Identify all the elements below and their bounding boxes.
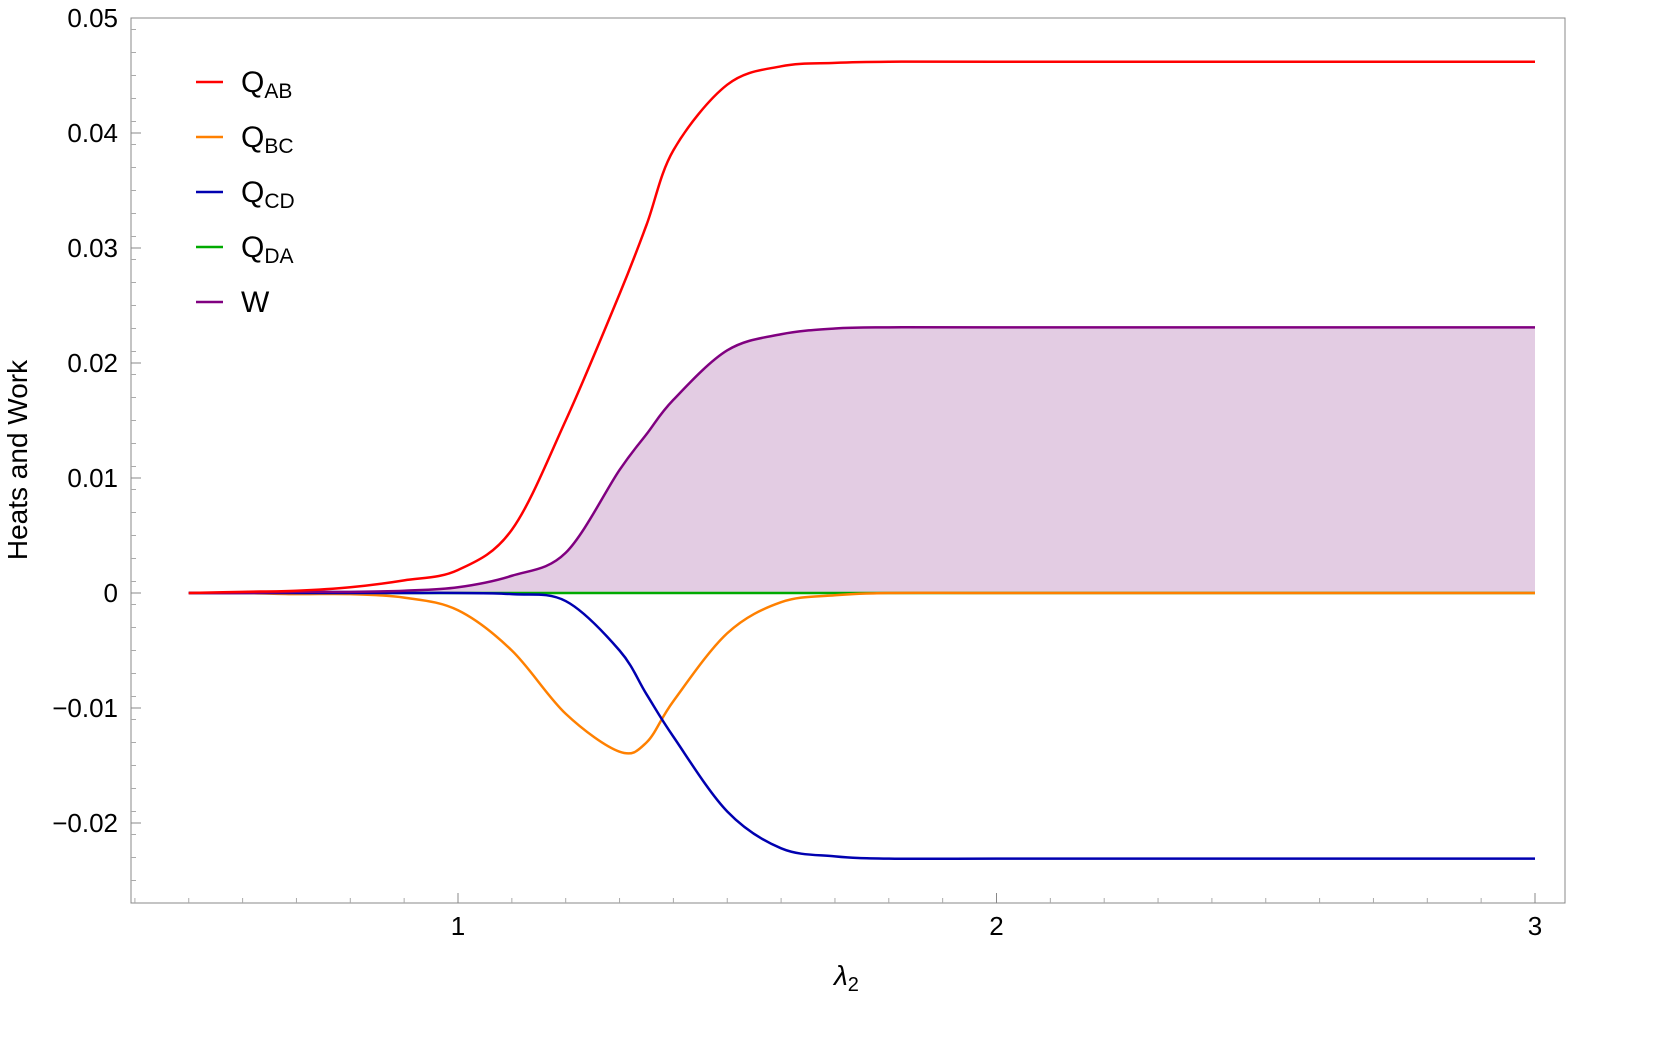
legend-entry: QCD [241, 176, 295, 213]
series-qbc-line [188, 591, 1535, 755]
legend-entry-name: Q [241, 176, 264, 209]
y-tick-label: 0.05 [67, 3, 118, 33]
y-tick-label: 0.03 [67, 233, 118, 263]
series-w-fill [188, 327, 1535, 594]
y-tick-label: 0.01 [67, 463, 118, 493]
x-tick-label: 2 [989, 911, 1003, 941]
y-tick-label: −0.02 [52, 808, 118, 838]
legend-entry-name: Q [241, 231, 264, 264]
series-w-line [188, 326, 1535, 595]
legend-entry-sub: BC [264, 135, 293, 158]
legend-entry: W [241, 286, 270, 319]
x-axis-label: λ2 [832, 960, 859, 996]
y-tick-label: −0.01 [52, 693, 118, 723]
legend-entry-name: W [241, 286, 270, 319]
plot-frame [130, 17, 1566, 904]
y-tick-label: 0.04 [67, 118, 118, 148]
legend-entry-sub: CD [264, 190, 294, 213]
y-axis-label: Heats and Work [2, 359, 33, 560]
legend-entry: QBC [241, 121, 294, 158]
legend-entry-sub: DA [264, 245, 293, 268]
legend-entry: QAB [241, 66, 292, 103]
legend-entry-name: Q [241, 121, 264, 154]
series-qcd-line [188, 591, 1535, 861]
legend-entry-name: Q [241, 66, 264, 99]
y-tick-label: 0.02 [67, 348, 118, 378]
series-layer [188, 60, 1535, 861]
y-tick-label: 0 [104, 578, 118, 608]
x-tick-label: 1 [451, 911, 465, 941]
fill-layer [188, 327, 1535, 594]
legend-entry-sub: AB [264, 80, 292, 103]
series-qab-line [188, 60, 1535, 595]
legend-entry: QDA [241, 231, 294, 268]
x-tick-label: 3 [1528, 911, 1542, 941]
axis-ticks: 1 2 3 −0.02 −0.01 0 0.01 0.02 0.03 0.04 0.05 [52, 3, 1542, 941]
x-axis-label-sub: 2 [848, 974, 859, 996]
